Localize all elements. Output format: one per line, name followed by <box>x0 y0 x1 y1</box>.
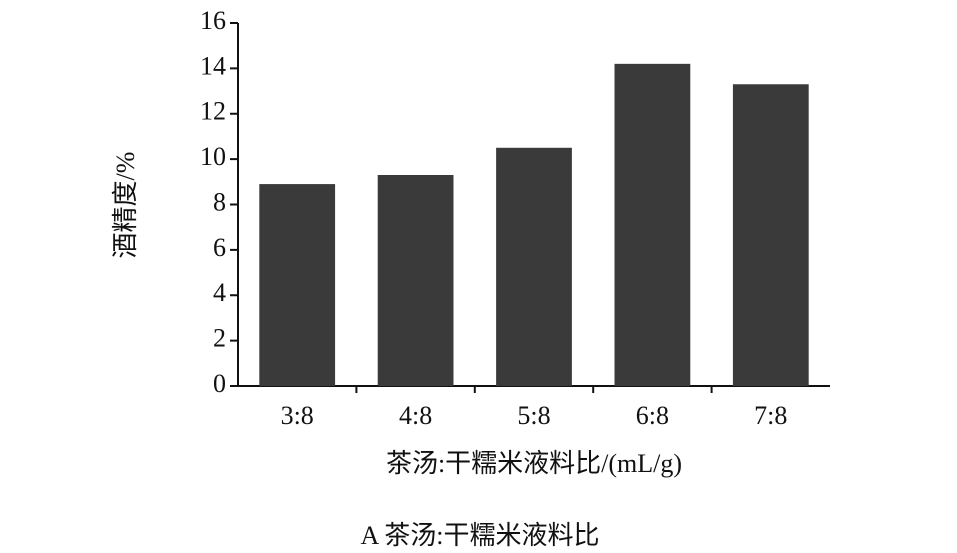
y-tick-label: 8 <box>213 187 226 216</box>
y-tick-label: 12 <box>200 97 226 126</box>
caption: A 茶汤:干糯米液料比 <box>360 521 599 550</box>
x-tick-label: 3:8 <box>281 401 314 430</box>
x-tick-label: 4:8 <box>399 401 432 430</box>
y-tick-label: 6 <box>213 233 226 262</box>
x-tick-label: 6:8 <box>636 401 669 430</box>
bar <box>377 175 454 386</box>
bar <box>259 184 336 386</box>
y-tick-label: 0 <box>213 369 226 398</box>
bar <box>496 147 572 386</box>
y-tick-label: 16 <box>200 6 226 35</box>
y-tick-label: 10 <box>200 142 226 171</box>
y-tick-label: 2 <box>213 324 226 353</box>
y-tick-label: 14 <box>200 51 226 80</box>
x-tick-label: 7:8 <box>754 401 787 430</box>
bar <box>732 84 809 386</box>
x-axis-label: 茶汤:干糯米液料比/(mL/g) <box>386 449 682 478</box>
x-tick-label: 5:8 <box>517 401 550 430</box>
bar <box>614 63 691 387</box>
y-axis-label: 酒精度/% <box>111 152 140 259</box>
y-tick-label: 4 <box>213 278 226 307</box>
